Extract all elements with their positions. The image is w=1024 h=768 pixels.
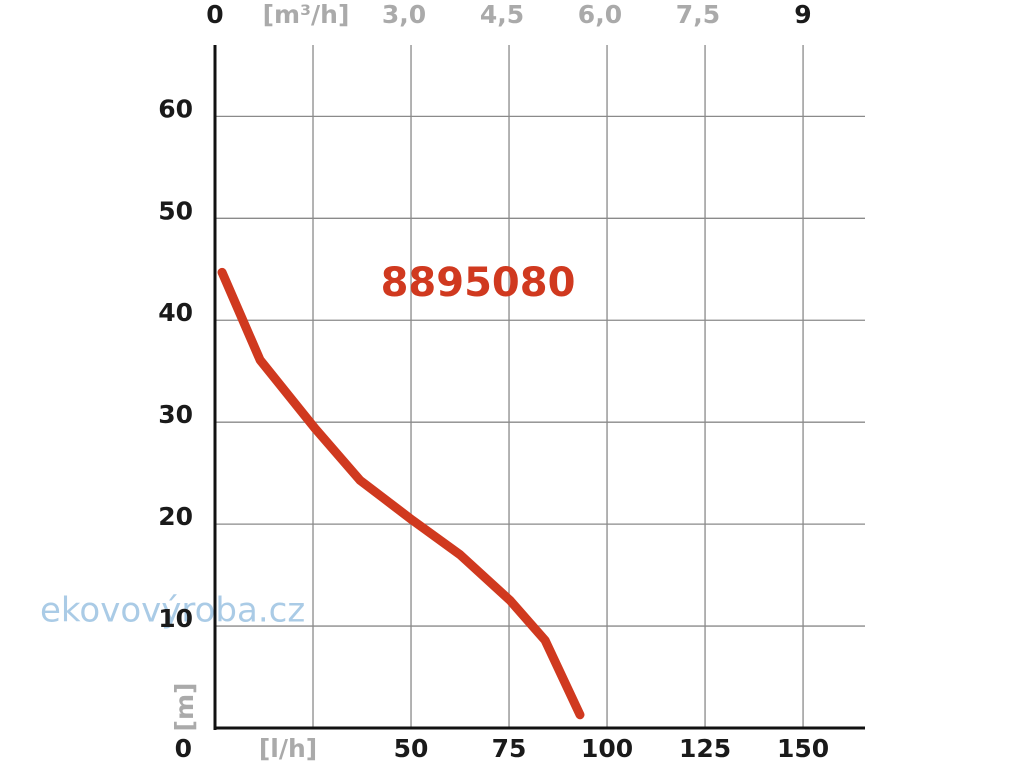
series-label: 8895080 bbox=[381, 260, 576, 306]
x-tick-label: 75 bbox=[492, 734, 527, 763]
y-tick-label: 0 bbox=[175, 734, 192, 763]
x-tick-label: [l/h] bbox=[259, 734, 317, 763]
x2-tick-label: 3,0 bbox=[382, 0, 426, 29]
x2-tick-label: [m³/h] bbox=[263, 0, 350, 29]
x2-tick-label: 0 bbox=[206, 0, 223, 29]
y-tick-label: 20 bbox=[158, 502, 193, 531]
x-tick-label: 50 bbox=[394, 734, 429, 763]
x2-tick-label: 7,5 bbox=[676, 0, 720, 29]
x2-tick-label: 6,0 bbox=[578, 0, 622, 29]
x-tick-label: 100 bbox=[581, 734, 633, 763]
y-tick-label: 60 bbox=[158, 94, 193, 123]
x-tick-label: 150 bbox=[777, 734, 829, 763]
line bbox=[217, 267, 585, 720]
x2-tick-label: 9 bbox=[794, 0, 811, 29]
y-tick-label: 40 bbox=[158, 298, 193, 327]
x2-tick-label: 4,5 bbox=[480, 0, 524, 29]
y-axis-label: [m] bbox=[170, 683, 199, 732]
y-tick-label: 30 bbox=[158, 400, 193, 429]
watermark: ekovovýroba.cz bbox=[40, 591, 305, 631]
y-tick-label: 50 bbox=[158, 196, 193, 225]
x-tick-label: 125 bbox=[679, 734, 731, 763]
y-tick-label: 10 bbox=[158, 604, 193, 633]
